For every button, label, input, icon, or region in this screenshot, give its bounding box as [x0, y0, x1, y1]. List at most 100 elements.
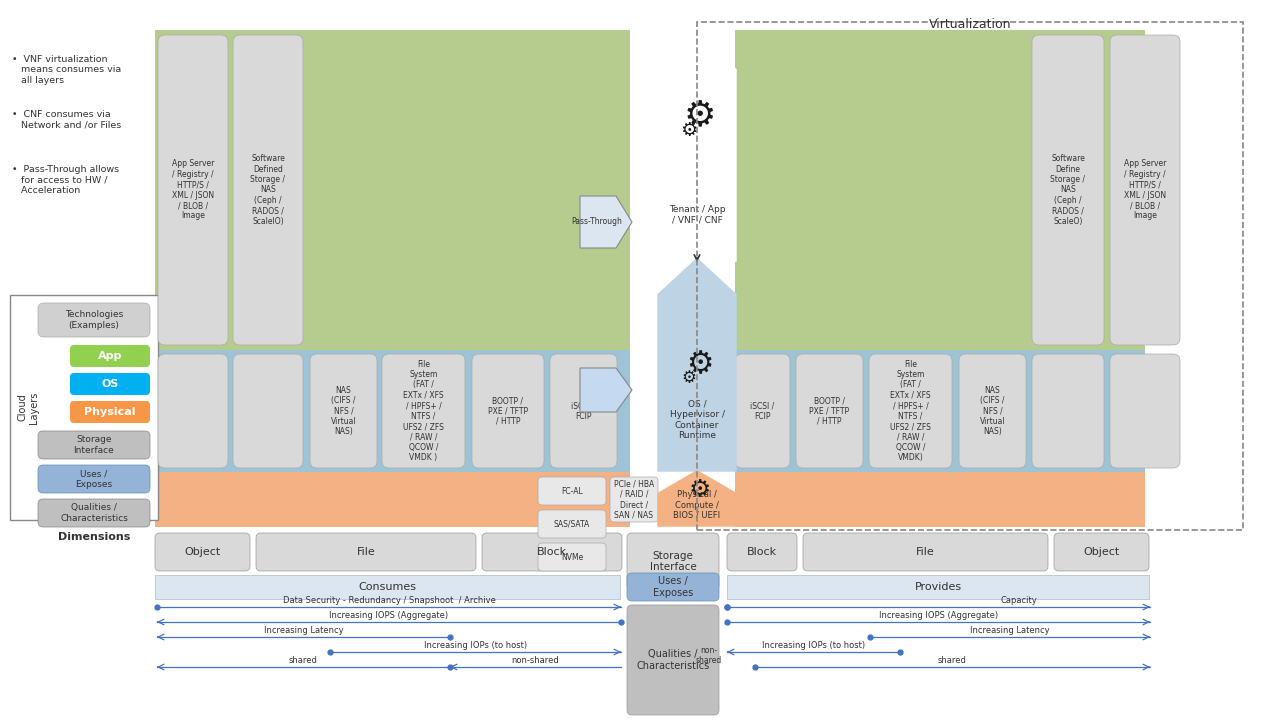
FancyBboxPatch shape — [155, 533, 250, 571]
Bar — [155, 30, 630, 350]
Text: Uses /
Exposes: Uses / Exposes — [653, 576, 694, 598]
FancyBboxPatch shape — [70, 373, 150, 395]
Text: Provides: Provides — [914, 582, 961, 592]
FancyBboxPatch shape — [1110, 354, 1180, 468]
FancyBboxPatch shape — [1110, 35, 1180, 345]
Text: Increasing IOPS (Aggregate): Increasing IOPS (Aggregate) — [329, 611, 448, 620]
Bar — [727, 575, 1149, 599]
FancyBboxPatch shape — [381, 354, 465, 468]
Text: ⚙: ⚙ — [689, 478, 712, 502]
Bar — [735, 350, 1146, 472]
FancyBboxPatch shape — [627, 573, 719, 601]
Text: Increasing Latency: Increasing Latency — [264, 626, 343, 635]
Text: iSCSI /
FCIP: iSCSI / FCIP — [571, 401, 595, 420]
FancyBboxPatch shape — [727, 533, 797, 571]
Text: Increasing IOPs (to host): Increasing IOPs (to host) — [424, 641, 527, 650]
Text: Pass-Through: Pass-Through — [572, 217, 622, 227]
FancyBboxPatch shape — [803, 533, 1048, 571]
Text: •  Pass-Through allows
   for access to HW /
   Acceleration: • Pass-Through allows for access to HW /… — [12, 165, 119, 195]
Text: OS /
Hypervisor /
Container
Runtime: OS / Hypervisor / Container Runtime — [669, 400, 724, 440]
Text: App Server
/ Registry /
HTTP/S /
XML / JSON
/ BLOB /
Image: App Server / Registry / HTTP/S / XML / J… — [172, 160, 214, 220]
FancyBboxPatch shape — [70, 401, 150, 423]
FancyBboxPatch shape — [233, 35, 303, 345]
Text: Block: Block — [536, 547, 567, 557]
Polygon shape — [659, 472, 735, 525]
Bar — [155, 350, 630, 472]
Polygon shape — [580, 368, 632, 412]
Text: Increasing IOPs (to host): Increasing IOPs (to host) — [762, 641, 865, 650]
Bar — [735, 472, 1146, 527]
FancyBboxPatch shape — [157, 35, 228, 345]
Text: ⚙: ⚙ — [681, 369, 696, 387]
FancyBboxPatch shape — [735, 354, 790, 468]
Text: File: File — [916, 547, 934, 557]
Text: •  VNF virtualization
   means consumes via
   all layers: • VNF virtualization means consumes via … — [12, 55, 122, 85]
Text: File: File — [357, 547, 375, 557]
FancyBboxPatch shape — [959, 354, 1027, 468]
Text: Data Security - Redundancy / Snapshoot  / Archive: Data Security - Redundancy / Snapshoot /… — [283, 596, 495, 605]
Text: Block: Block — [748, 547, 777, 557]
Text: non-
shared: non- shared — [696, 646, 722, 665]
Text: Consumes: Consumes — [358, 582, 416, 592]
Text: Storage
Interface: Storage Interface — [74, 436, 114, 455]
Text: Software
Defined
Storage /
NAS
(Ceph /
RADOS /
ScaleIO): Software Defined Storage / NAS (Ceph / R… — [251, 154, 285, 225]
Text: Technologies
(Examples): Technologies (Examples) — [65, 310, 123, 330]
FancyBboxPatch shape — [550, 354, 617, 468]
Polygon shape — [659, 260, 735, 470]
Text: Increasing Latency: Increasing Latency — [970, 626, 1050, 635]
Text: Dimensions: Dimensions — [58, 532, 131, 542]
FancyBboxPatch shape — [256, 533, 476, 571]
FancyBboxPatch shape — [38, 499, 150, 527]
Text: ⚙: ⚙ — [680, 120, 698, 140]
Text: FC-AL: FC-AL — [561, 487, 582, 495]
Text: Tenant / App
/ VNF / CNF: Tenant / App / VNF / CNF — [668, 205, 726, 225]
Text: App: App — [97, 351, 122, 361]
Text: App Server
/ Registry /
HTTP/S /
XML / JSON
/ BLOB /
Image: App Server / Registry / HTTP/S / XML / J… — [1124, 160, 1166, 220]
FancyBboxPatch shape — [472, 354, 544, 468]
Bar — [155, 472, 630, 527]
FancyBboxPatch shape — [38, 303, 150, 337]
Bar — [698, 22, 1243, 530]
Text: Cloud
Layers: Cloud Layers — [17, 391, 38, 423]
Text: ⚙: ⚙ — [686, 351, 714, 379]
Text: NAS
(CIFS /
NFS /
Virtual
NAS): NAS (CIFS / NFS / Virtual NAS) — [979, 386, 1005, 436]
FancyBboxPatch shape — [611, 477, 658, 522]
Text: PCIe / HBA
/ RAID /
Direct /
SAN / NAS: PCIe / HBA / RAID / Direct / SAN / NAS — [614, 480, 654, 520]
FancyBboxPatch shape — [38, 431, 150, 459]
FancyBboxPatch shape — [157, 354, 228, 468]
FancyBboxPatch shape — [1053, 533, 1149, 571]
Text: OS: OS — [101, 379, 119, 389]
Polygon shape — [659, 33, 735, 260]
Text: ⚙: ⚙ — [684, 98, 717, 132]
Text: Object: Object — [184, 547, 220, 557]
Text: Qualities /
Characteristics: Qualities / Characteristics — [60, 503, 128, 523]
Text: Object: Object — [1083, 547, 1120, 557]
FancyBboxPatch shape — [483, 533, 622, 571]
Text: Software
Define
Storage /
NAS
(Ceph /
RADOS /
ScaleO): Software Define Storage / NAS (Ceph / RA… — [1051, 154, 1085, 225]
FancyBboxPatch shape — [70, 345, 150, 367]
Text: Capacity: Capacity — [1000, 596, 1037, 605]
Text: shared: shared — [289, 656, 317, 665]
Text: BOOTP /
PXE / TFTP
/ HTTP: BOOTP / PXE / TFTP / HTTP — [809, 396, 850, 426]
Text: Increasing IOPS (Aggregate): Increasing IOPS (Aggregate) — [879, 611, 998, 620]
Text: non-shared: non-shared — [512, 656, 559, 665]
FancyBboxPatch shape — [38, 465, 150, 493]
Polygon shape — [580, 196, 632, 248]
FancyBboxPatch shape — [538, 510, 605, 538]
Bar — [10, 295, 157, 520]
FancyBboxPatch shape — [538, 543, 605, 571]
FancyBboxPatch shape — [1032, 354, 1103, 468]
FancyBboxPatch shape — [796, 354, 863, 468]
Text: •  CNF consumes via
   Network and /or Files: • CNF consumes via Network and /or Files — [12, 110, 122, 130]
Text: Qualities /
Characteristics: Qualities / Characteristics — [636, 649, 709, 671]
Text: BOOTP /
PXE / TFTP
/ HTTP: BOOTP / PXE / TFTP / HTTP — [488, 396, 529, 426]
Text: shared: shared — [938, 656, 966, 665]
Text: Physical: Physical — [84, 407, 136, 417]
Text: File
System
(FAT /
EXTx / XFS
/ HPFS+ /
NTFS /
UFS2 / ZFS
/ RAW /
QCOW /
VMDK): File System (FAT / EXTx / XFS / HPFS+ / … — [890, 360, 931, 462]
FancyBboxPatch shape — [233, 354, 303, 468]
FancyBboxPatch shape — [538, 477, 605, 505]
Bar — [735, 30, 1146, 350]
FancyBboxPatch shape — [627, 605, 719, 715]
Text: NAS
(CIFS /
NFS /
Virtual
NAS): NAS (CIFS / NFS / Virtual NAS) — [330, 386, 356, 436]
FancyBboxPatch shape — [1032, 35, 1103, 345]
